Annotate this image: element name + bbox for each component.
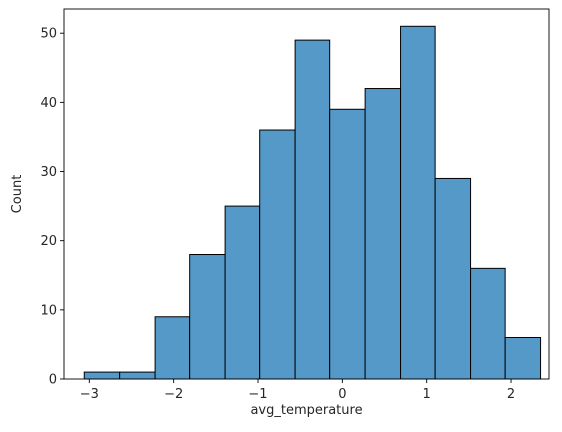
y-axis-ticks: 0 10 20 30 40 50: [40, 27, 64, 388]
x-tick-label: −2: [164, 387, 183, 402]
histogram-bar: [189, 254, 226, 380]
y-tick-label: 20: [40, 234, 57, 249]
y-tick-label: 40: [40, 96, 57, 111]
x-axis-label: avg_temperature: [250, 403, 362, 418]
y-axis-label: Count: [10, 175, 25, 214]
x-tick-label: −1: [248, 387, 267, 402]
histogram-bar: [259, 129, 296, 380]
x-tick-label: −3: [80, 387, 99, 402]
histogram-bar: [119, 371, 156, 380]
histogram-bar: [400, 25, 436, 380]
y-tick-label: 0: [49, 373, 57, 388]
x-tick-label: 0: [338, 387, 346, 402]
y-tick-label: 30: [40, 165, 57, 180]
histogram-bars: [83, 25, 542, 380]
x-axis-ticks: −3 −2 −1 0 1 2: [80, 379, 515, 402]
y-tick-label: 50: [40, 27, 57, 42]
histogram-bar: [504, 337, 542, 380]
histogram-bar: [224, 205, 261, 380]
plot-frame: [63, 8, 550, 380]
x-tick-label: 1: [423, 387, 431, 402]
histogram-bar: [294, 39, 331, 380]
y-tick-label: 10: [40, 303, 57, 318]
x-tick-label: 2: [507, 387, 515, 402]
histogram-bar: [470, 267, 506, 380]
histogram-bar: [364, 88, 402, 380]
histogram-bar: [329, 108, 366, 380]
histogram-bar: [83, 371, 121, 380]
histogram-bar: [434, 177, 472, 380]
histogram-bar: [154, 316, 191, 380]
